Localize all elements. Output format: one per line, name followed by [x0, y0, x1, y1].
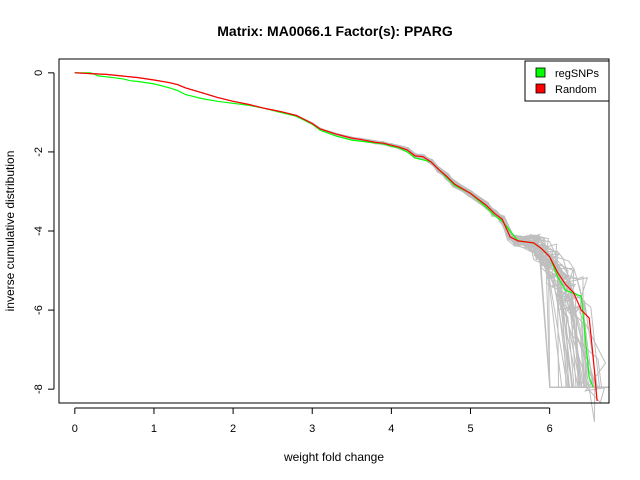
legend-label-random: Random [555, 84, 597, 96]
x-axis: 0 1 2 3 4 5 6 [72, 407, 553, 435]
y-tick-label: -6 [33, 305, 45, 315]
x-tick-label: 1 [151, 423, 157, 435]
legend-label-regsnps: regSNPs [555, 68, 600, 80]
highlighted-series-group [74, 72, 598, 402]
y-tick-label: -8 [33, 384, 45, 394]
x-tick-label: 3 [309, 423, 315, 435]
x-tick-label: 6 [547, 423, 553, 435]
legend-swatch-regsnps [535, 67, 546, 78]
plot-frame [58, 58, 610, 404]
x-tick-label: 4 [388, 423, 394, 435]
x-tick-label: 0 [72, 423, 78, 435]
y-tick-label: -2 [33, 147, 45, 157]
y-axis: 0 -2 -4 -6 -8 [33, 70, 55, 394]
y-axis-label: inverse cumulative distribution [3, 151, 17, 312]
chart-title: Matrix: MA0066.1 Factor(s): PPARG [217, 23, 453, 39]
x-tick-label: 2 [230, 423, 236, 435]
x-axis-label: weight fold change [283, 450, 384, 464]
series-line-random [74, 72, 598, 402]
y-tick-label: -4 [33, 226, 45, 236]
y-tick-label: 0 [33, 70, 45, 76]
legend-swatch-random [535, 83, 546, 94]
x-tick-label: 5 [467, 423, 473, 435]
legend: regSNPs Random [524, 60, 610, 102]
